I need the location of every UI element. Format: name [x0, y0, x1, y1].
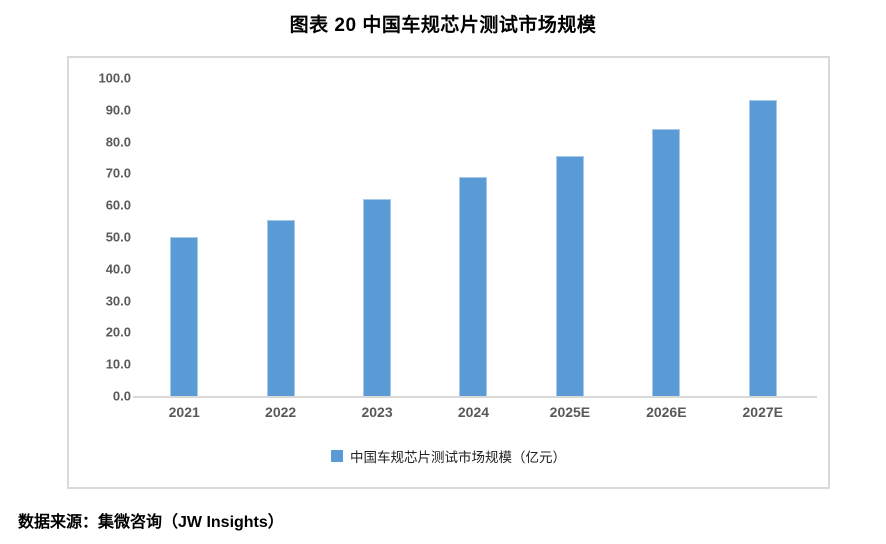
y-tick-label: 60.0 — [105, 197, 131, 213]
bar-2025E — [555, 155, 584, 396]
x-tick-label-2025E: 2025E — [549, 404, 591, 420]
bar-2023 — [363, 198, 392, 396]
bar-slot-2021 — [136, 78, 232, 396]
legend-marker-icon — [331, 450, 343, 462]
legend: 中国车规芯片测试市场规模（亿元） — [69, 446, 828, 466]
y-tick-label: 0.0 — [112, 388, 131, 404]
x-tick-label-2026E: 2026E — [646, 404, 687, 420]
chart-title: 图表 20 中国车规芯片测试市场规模 — [289, 15, 597, 36]
chart-frame: 0.0 10.0 20.0 30.0 40.0 50.0 60.0 70.0 80.0 90.0 1… — [67, 56, 830, 489]
x-tick-label-2021: 2021 — [168, 404, 200, 420]
y-tick-label: 30.0 — [105, 293, 131, 309]
x-tick-label-2022: 2022 — [265, 404, 297, 420]
bars-area — [136, 78, 811, 396]
bar-slot-2026E — [618, 78, 714, 396]
bar-slot-2023 — [329, 78, 425, 396]
legend-label: 中国车规芯片测试市场规模（亿元） — [350, 450, 566, 465]
y-tick-label: 90.0 — [105, 102, 131, 118]
y-tick-label: 100.0 — [98, 70, 131, 86]
x-axis-line — [133, 396, 817, 398]
x-tick-label-2024: 2024 — [457, 404, 490, 420]
x-tick-label-2023: 2023 — [361, 404, 393, 420]
bar-2027E — [748, 100, 777, 396]
bar-2026E — [652, 128, 681, 396]
bar-slot-2022 — [232, 78, 328, 396]
y-tick-label: 20.0 — [105, 324, 131, 340]
y-tick-label: 80.0 — [105, 134, 131, 150]
bar-slot-2027E — [715, 78, 811, 396]
y-tick-label: 10.0 — [105, 356, 131, 372]
y-tick-label: 50.0 — [105, 229, 131, 245]
bar-slot-2024 — [425, 78, 521, 396]
y-tick-label: 70.0 — [105, 165, 131, 181]
x-tick-label-2027E: 2027E — [742, 404, 783, 420]
y-tick-label: 40.0 — [105, 261, 131, 277]
x-axis-tick-labels: 2021 2022 2023 2024 2025E 2026E 2027E — [136, 404, 811, 420]
bar-2024 — [459, 176, 488, 396]
bar-slot-2025E — [522, 78, 618, 396]
bar-2022 — [266, 220, 295, 396]
source-note: 数据来源：集微咨询（JW Insights） — [18, 514, 284, 531]
bar-2021 — [170, 237, 199, 396]
